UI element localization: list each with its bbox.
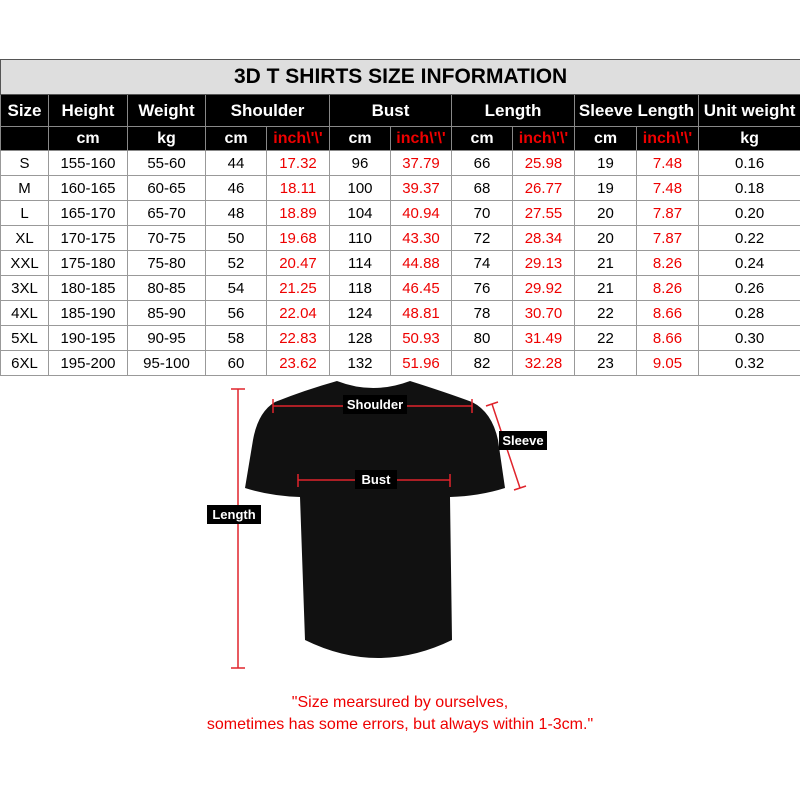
header-cell: Sleeve Length — [574, 94, 699, 127]
table-cell: 17.32 — [266, 150, 330, 176]
table-cell: 52 — [205, 250, 267, 276]
table-cell: 68 — [451, 175, 513, 201]
table-cell: 0.16 — [697, 150, 800, 176]
table-cell: 27.55 — [512, 200, 575, 226]
table-row: 5XL 190-195 90-95 58 22.83 128 50.93 80 31.49 22 8… — [0, 325, 800, 351]
table-cell: 65-70 — [127, 200, 206, 226]
table-cell: 56 — [205, 300, 267, 326]
table-cell: 22 — [574, 325, 637, 351]
table-row: XL 170-175 70-75 50 19.68 110 43.30 72 28.34 20 7.… — [0, 225, 800, 251]
table-cell: 95-100 — [127, 350, 206, 376]
table-cell: 190-195 — [48, 325, 128, 351]
table-cell: 70-75 — [127, 225, 206, 251]
table-cell: 72 — [451, 225, 513, 251]
header-cell: Shoulder — [205, 94, 330, 127]
table-cell: 28.34 — [512, 225, 575, 251]
bust-label: Bust — [362, 472, 392, 487]
table-cell: 18.89 — [266, 200, 330, 226]
header-cell: Bust — [329, 94, 452, 127]
table-cell: 170-175 — [48, 225, 128, 251]
table-row: M 160-165 60-65 46 18.11 100 39.37 68 26.77 19 7.4… — [0, 175, 800, 201]
table-cell: 43.30 — [390, 225, 452, 251]
table-row: 3XL 180-185 80-85 54 21.25 118 46.45 76 29.92 21 8… — [0, 275, 800, 301]
table-cell: 6XL — [0, 350, 49, 376]
table-cell: 0.18 — [697, 175, 800, 201]
table-row: 6XL 195-200 95-100 60 23.62 132 51.96 82 32.28 23… — [0, 350, 800, 376]
table-cell: 20.47 — [266, 250, 330, 276]
table-cell: M — [0, 175, 49, 201]
table-cell: 18.11 — [266, 175, 330, 201]
unit-cell: inch\'\' — [636, 126, 699, 151]
table-cell: 114 — [329, 250, 391, 276]
table-cell: 39.37 — [390, 175, 452, 201]
unit-cell-empty — [0, 126, 49, 151]
table-cell: 51.96 — [390, 350, 452, 376]
table-cell: 3XL — [0, 275, 49, 301]
table-cell: 0.32 — [697, 350, 800, 376]
table-cell: 32.28 — [512, 350, 575, 376]
table-cell: S — [0, 150, 49, 176]
unit-cell: inch\'\' — [512, 126, 575, 151]
table-cell: 9.05 — [636, 350, 699, 376]
table-cell: 0.28 — [697, 300, 800, 326]
table-cell: 22 — [574, 300, 637, 326]
unit-cell: cm — [574, 126, 637, 151]
table-cell: 195-200 — [48, 350, 128, 376]
length-label: Length — [212, 507, 255, 522]
note-line-2: sometimes has some errors, but always wi… — [206, 716, 594, 733]
table-cell: 0.22 — [697, 225, 800, 251]
table-cell: 8.26 — [636, 275, 699, 301]
unit-cell: cm — [205, 126, 267, 151]
unit-cell: inch\'\' — [390, 126, 452, 151]
table-cell: 132 — [329, 350, 391, 376]
table-cell: 78 — [451, 300, 513, 326]
unit-cell: cm — [451, 126, 513, 151]
size-table: 3D T SHIRTS SIZE INFORMATION Size Height W… — [0, 59, 800, 376]
table-cell: 85-90 — [127, 300, 206, 326]
table-cell: 90-95 — [127, 325, 206, 351]
shoulder-label: Shoulder — [347, 397, 403, 412]
table-cell: 0.30 — [697, 325, 800, 351]
table-cell: 74 — [451, 250, 513, 276]
table-cell: XXL — [0, 250, 49, 276]
table-title: 3D T SHIRTS SIZE INFORMATION — [0, 59, 800, 95]
table-row: 4XL 185-190 85-90 56 22.04 124 48.81 78 30.70 22 8… — [0, 300, 800, 326]
table-cell: 22.04 — [266, 300, 330, 326]
table-cell: 23.62 — [266, 350, 330, 376]
table-cell: 29.13 — [512, 250, 575, 276]
table-cell: 25.98 — [512, 150, 575, 176]
header-cell: Length — [451, 94, 575, 127]
table-row: S 155-160 55-60 44 17.32 96 37.79 66 25.98 19 7.48… — [0, 150, 800, 176]
table-cell: 104 — [329, 200, 391, 226]
table-cell: 66 — [451, 150, 513, 176]
table-cell: 70 — [451, 200, 513, 226]
header-cell: Unit weight — [697, 94, 800, 127]
table-cell: 37.79 — [390, 150, 452, 176]
table-cell: 21.25 — [266, 275, 330, 301]
table-cell: 26.77 — [512, 175, 575, 201]
table-cell: 50 — [205, 225, 267, 251]
table-cell: 7.87 — [636, 225, 699, 251]
unit-cell: kg — [127, 126, 206, 151]
table-cell: 160-165 — [48, 175, 128, 201]
table-cell: 8.66 — [636, 300, 699, 326]
table-row: XXL 175-180 75-80 52 20.47 114 44.88 74 29.13 21 8… — [0, 250, 800, 276]
unit-cell: cm — [329, 126, 391, 151]
sleeve-label: Sleeve — [502, 433, 543, 448]
table-cell: 48 — [205, 200, 267, 226]
unit-cell: cm — [48, 126, 128, 151]
table-cell: 155-160 — [48, 150, 128, 176]
header-row: Size Height Weight Shoulder Bust Length Sleeve… — [0, 94, 800, 127]
note-line-1: "Size mearsured by ourselves, — [291, 694, 509, 711]
tshirt-shape — [245, 381, 505, 658]
